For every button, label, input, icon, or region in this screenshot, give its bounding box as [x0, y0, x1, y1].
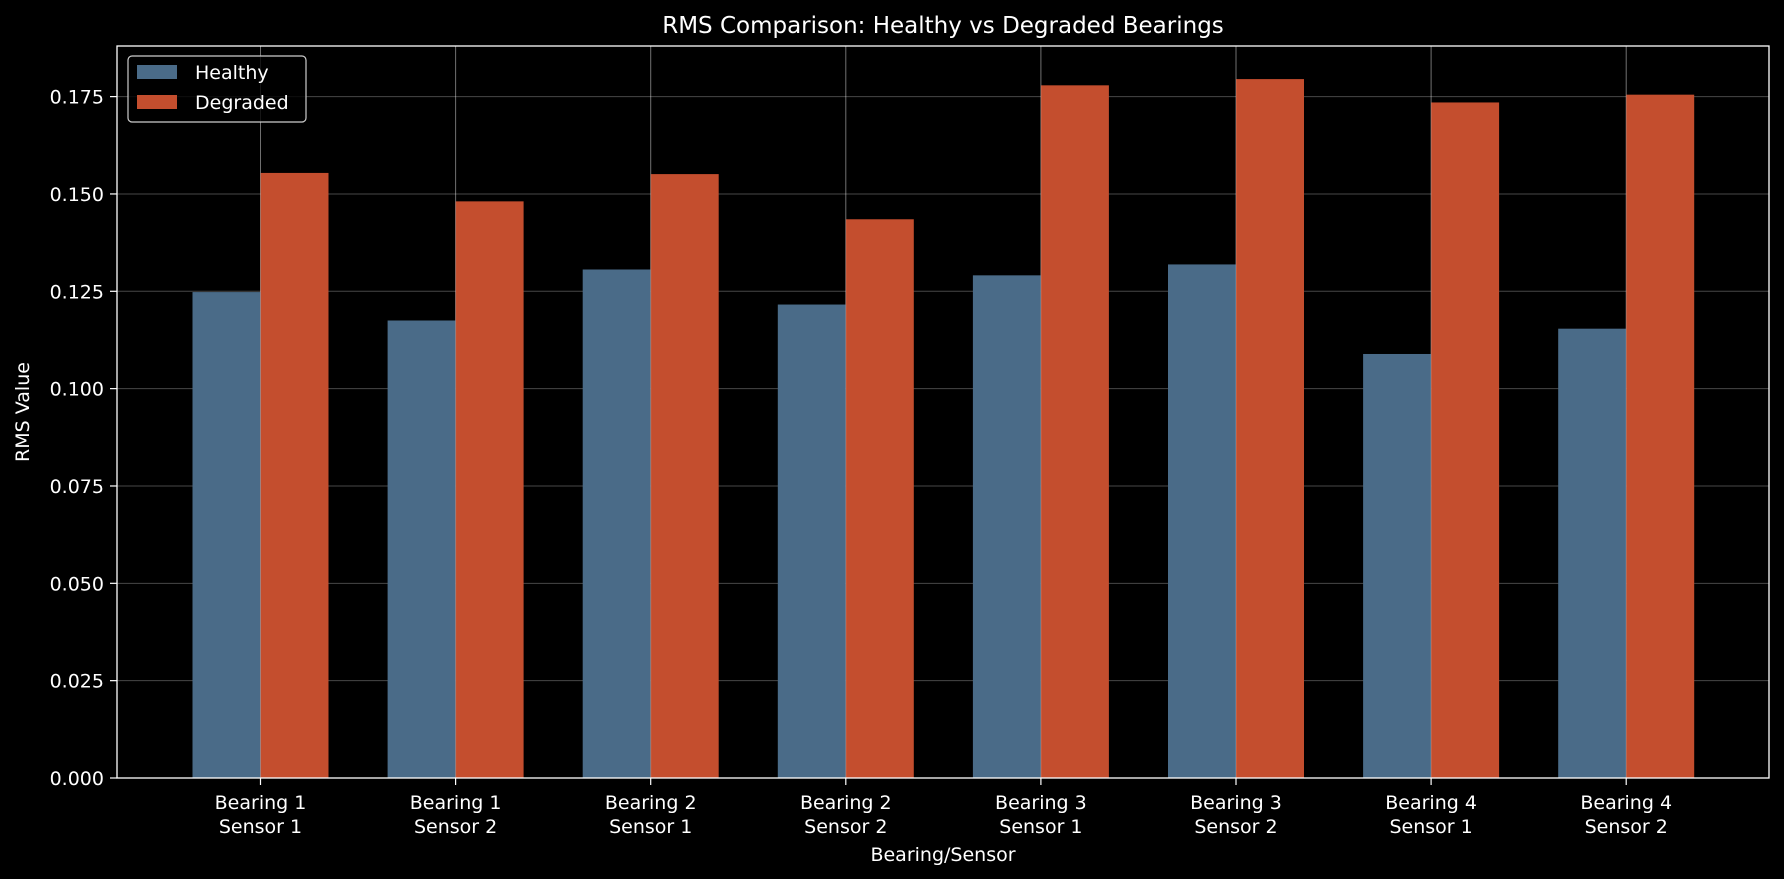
y-tick-label: 0.175	[50, 87, 104, 109]
chart-title: RMS Comparison: Healthy vs Degraded Bear…	[662, 13, 1224, 39]
x-tick-label-line2: Sensor 2	[804, 816, 887, 838]
y-tick-label: 0.100	[50, 379, 104, 401]
bar-healthy-6	[1168, 264, 1236, 779]
x-tick-label-line2: Sensor 1	[1389, 816, 1472, 838]
y-tick-labels: 0.000 0.025 0.050 0.075 0.100 0.125 0.150 0.175	[50, 87, 104, 790]
legend-label-healthy: Healthy	[195, 62, 269, 84]
bars	[192, 46, 1695, 779]
legend-swatch-degraded	[137, 95, 177, 109]
bar-degraded-3	[650, 174, 719, 779]
bar-degraded-5	[1040, 85, 1109, 778]
x-tick-label-line2: Sensor 1	[999, 816, 1082, 838]
bar-degraded-4	[845, 219, 914, 778]
bar-degraded-2	[455, 201, 524, 778]
x-tick-label-line2: Sensor 1	[219, 816, 302, 838]
x-tick-label-line2: Sensor 2	[414, 816, 497, 838]
x-tick-label-line2: Sensor 1	[609, 816, 692, 838]
y-tick-label: 0.000	[50, 768, 104, 790]
bar-healthy-4	[777, 304, 846, 778]
x-tick-label-line1: Bearing 1	[215, 792, 307, 814]
x-tick-label-line2: Sensor 2	[1194, 816, 1277, 838]
bar-degraded-1	[260, 172, 329, 779]
y-tick-label: 0.150	[50, 184, 104, 206]
bar-healthy-5	[972, 275, 1041, 778]
x-tick-label-line1: Bearing 4	[1580, 792, 1672, 814]
bar-healthy-3	[582, 269, 651, 778]
bar-healthy-7	[1363, 353, 1432, 778]
y-tick-label: 0.125	[50, 281, 104, 303]
x-tick-label-line1: Bearing 3	[995, 792, 1087, 814]
bar-healthy-8	[1558, 328, 1627, 778]
y-tick-label: 0.025	[50, 671, 104, 693]
plot-frame	[116, 45, 1770, 779]
bar-degraded-6	[1236, 79, 1304, 778]
x-tick-label-line1: Bearing 1	[410, 792, 502, 814]
y-axis-label: RMS Value	[12, 362, 34, 462]
bar-degraded-8	[1626, 94, 1695, 778]
legend-label-degraded: Degraded	[195, 92, 289, 114]
x-tick-label-line1: Bearing 2	[800, 792, 892, 814]
x-axis-label: Bearing/Sensor	[870, 844, 1015, 866]
legend: Healthy Degraded	[127, 55, 307, 123]
bar-degraded-7	[1431, 102, 1500, 778]
bar-healthy-2	[387, 320, 456, 778]
bar-healthy-1	[192, 292, 261, 778]
x-tick-label-line2: Sensor 2	[1585, 816, 1668, 838]
x-tick-label-line1: Bearing 2	[605, 792, 697, 814]
y-tick-label: 0.075	[50, 476, 104, 498]
x-tick-label-line1: Bearing 4	[1385, 792, 1477, 814]
x-tick-label-line1: Bearing 3	[1190, 792, 1282, 814]
y-tick-label: 0.050	[50, 573, 104, 595]
axes	[110, 45, 1770, 785]
legend-swatch-healthy	[137, 65, 177, 79]
